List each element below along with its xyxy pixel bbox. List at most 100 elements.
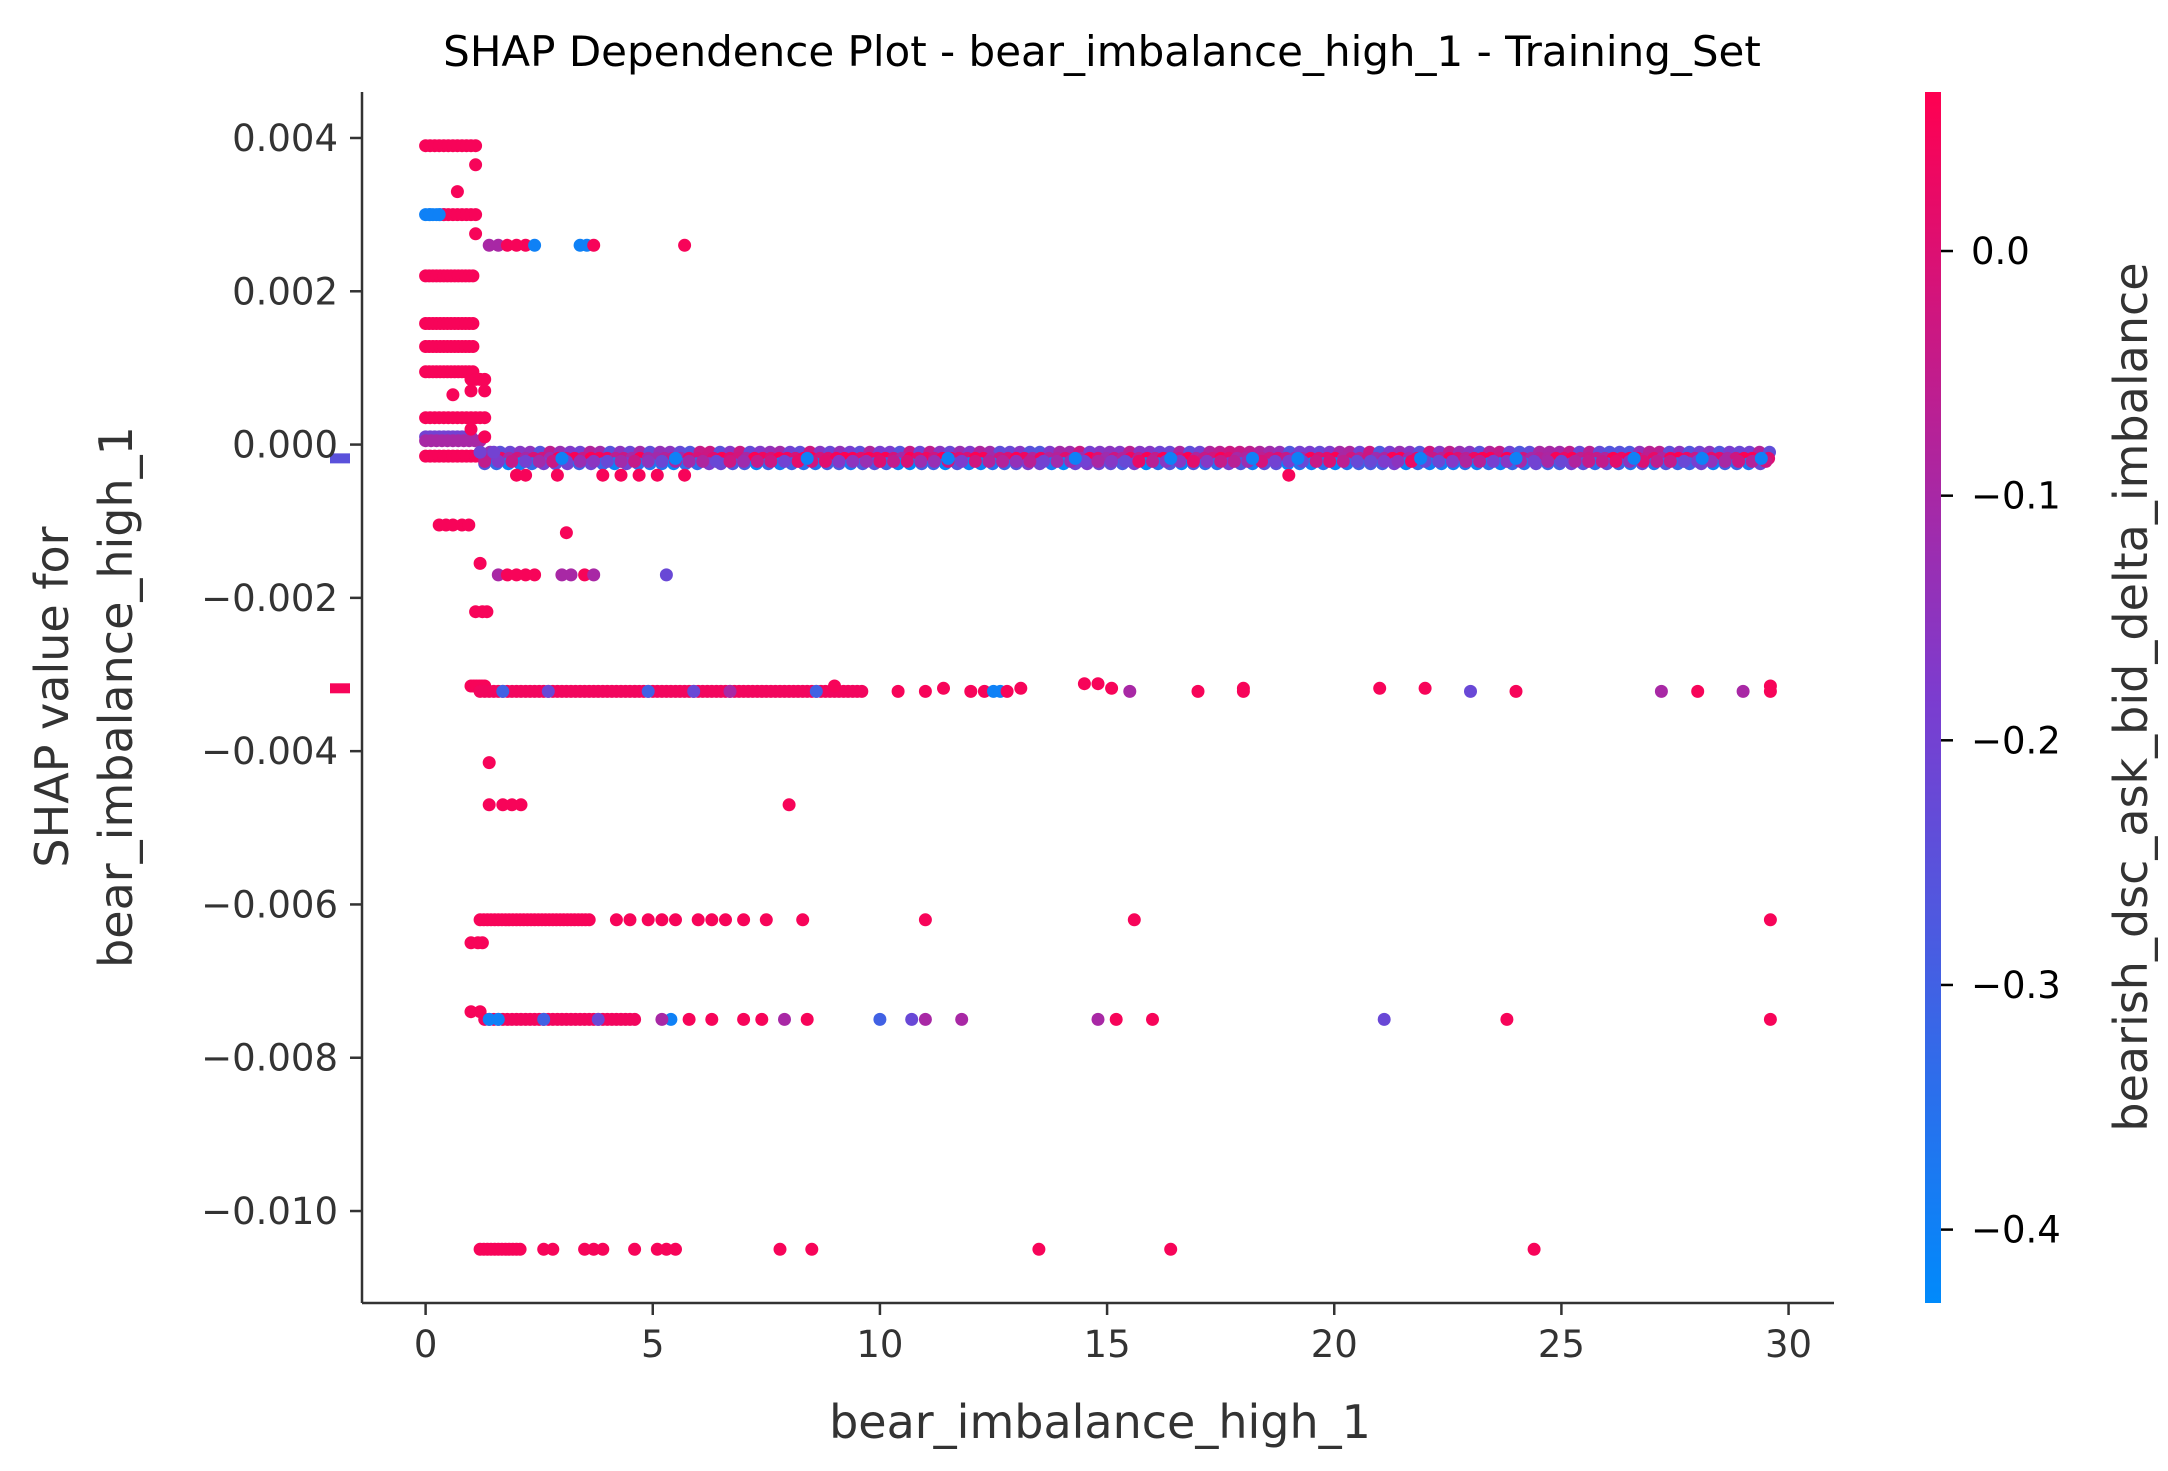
scatter-point [596,1242,610,1256]
scatter-point [537,1242,551,1256]
scatter-point [937,681,950,695]
scatter-point [669,451,682,465]
scatter-point [1105,454,1119,468]
scatter-point [496,684,510,698]
scatter-point [655,913,669,927]
scatter-point [1127,913,1141,927]
scatter-point [655,454,669,468]
scatter-point [555,568,569,582]
y-tick-label: −0.004 [201,730,338,773]
scatter-point [1732,454,1746,468]
scatter-point [1236,684,1250,698]
colorbar-tick-label: −0.1 [1971,475,2061,518]
scatter-point [519,238,533,252]
scatter-point [532,454,546,468]
scatter-point [659,1242,673,1256]
scatter-point [818,454,832,468]
colorbar-tick-label: −0.4 [1971,1209,2061,1252]
scatter-point [682,1012,696,1026]
colorbar-tick-label: −0.2 [1971,719,2061,762]
colorbar-label: bearish_dsc_ask_bid_delta_imbalance [2104,262,2158,1131]
scatter-point [1568,454,1582,468]
scatter-point [1763,913,1777,927]
scatter-point [487,445,501,459]
scatter-point [809,684,823,698]
scatter-point [641,454,655,468]
scatter-point [519,568,533,582]
scatter-point [462,518,476,532]
scatter-point [737,1012,751,1026]
scatter-point [678,468,692,482]
scatter-point [596,468,610,482]
scatter-point [687,684,701,698]
scatter-point [469,208,483,222]
plot-area [330,139,1777,1256]
scatter-point [1336,454,1350,468]
scatter-point [1014,681,1028,695]
scatter-point [805,1242,819,1256]
scatter-point [614,454,628,468]
scatter-point [1091,1012,1105,1026]
scatter-point [1473,454,1487,468]
scatter-point [1541,454,1555,468]
scatter-point [1164,1242,1178,1256]
scatter-point [591,1012,605,1026]
scatter-point [1132,454,1146,468]
scatter-point [1527,454,1541,468]
scatter-point [918,684,932,698]
scatter-point [491,568,505,582]
scatter-point [1123,684,1137,698]
scatter-point [482,1012,496,1026]
scatter-point [1309,454,1323,468]
scatter-point [578,568,592,582]
y-tick-label: −0.010 [201,1190,338,1233]
scatter-point [1377,454,1391,468]
scatter-point [778,454,791,468]
x-tick-label: 0 [414,1323,438,1366]
scatter-point [587,454,601,468]
scatter-point [510,568,523,582]
scatter-point [1282,468,1296,482]
scatter-point [659,568,673,582]
y-tick-label: 0.004 [232,117,338,160]
scatter-point [1009,454,1023,468]
scatter-point [1445,454,1459,468]
scatter-point [478,411,492,425]
scatter-point [510,468,523,482]
scatter-point [464,1005,478,1019]
scatter-point [541,684,555,698]
scatter-point [759,913,773,927]
scatter-point [737,913,751,927]
scatter-point [513,1242,527,1256]
scatter-point [800,451,814,465]
scatter-point [918,913,932,927]
scatter-point [1186,454,1200,468]
scatter-point [609,913,623,927]
x-tick-label: 30 [1765,1323,1812,1366]
scatter-point [846,454,860,468]
scatter-point [1146,1012,1159,1026]
scatter-point [1486,454,1500,468]
scatter-point [709,454,723,468]
scatter-point [514,798,528,812]
scatter-point [1068,451,1082,465]
scatter-point [478,384,492,398]
scatter-point [478,430,492,444]
scatter-point [873,1012,887,1026]
scatter-point [473,1005,487,1019]
scatter-point [491,238,505,252]
scatter-point [1146,454,1159,468]
scatter-point [1459,454,1473,468]
scatter-point [559,526,573,540]
scatter-point [669,1242,682,1256]
scatter-point [927,454,941,468]
scatter-point [1091,454,1105,468]
scatter-point [587,568,601,582]
scatter-point [828,679,841,693]
scatter-point [1718,454,1732,468]
scatter-point [1105,681,1119,695]
scatter-point [977,684,991,698]
scatter-point [1527,1242,1541,1256]
scatter-point [466,317,480,330]
scatter-point [505,454,519,468]
